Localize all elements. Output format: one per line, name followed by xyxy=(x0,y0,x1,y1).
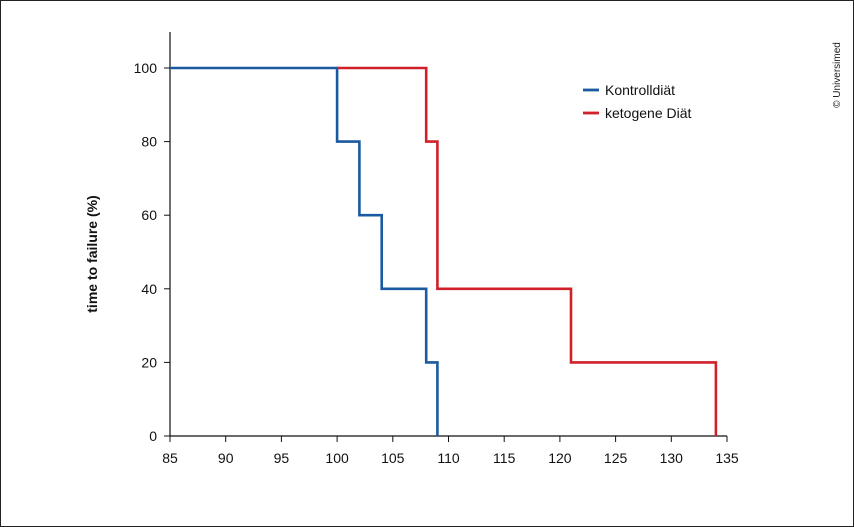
axes: 85 90 95 100 105 110 115 120 125 130 135 0 20 40 60 80 1… xyxy=(134,32,739,466)
y-tick-label: 100 xyxy=(134,60,158,76)
x-tick-label: 135 xyxy=(715,450,739,466)
x-tick-label: 85 xyxy=(162,450,178,466)
x-tick-label: 115 xyxy=(493,450,516,466)
legend-label: Kontrolldiät xyxy=(605,82,675,98)
x-tick-label: 95 xyxy=(274,450,290,466)
x-tick-label: 90 xyxy=(218,450,234,466)
x-tick-label: 105 xyxy=(381,450,405,466)
y-tick-label: 0 xyxy=(149,428,157,444)
series-line-kontrolldiaet xyxy=(170,66,439,436)
x-tick-label: 125 xyxy=(604,450,628,466)
x-tick-label: 110 xyxy=(437,450,460,466)
y-axis-label: time to failure (%) xyxy=(84,195,100,312)
copyright-notice: © Universimed xyxy=(832,42,843,108)
series-layer xyxy=(170,66,718,436)
series-line-ketogene-diaet xyxy=(337,66,718,436)
legend: Kontrolldiät ketogene Diät xyxy=(583,82,692,121)
y-tick-label: 20 xyxy=(141,354,157,370)
x-tick-label: 100 xyxy=(325,450,349,466)
x-tick-label: 130 xyxy=(660,450,684,466)
y-tick-label: 60 xyxy=(141,207,157,223)
y-tick-label: 80 xyxy=(141,134,157,150)
legend-label: ketogene Diät xyxy=(605,105,692,121)
y-tick-label: 40 xyxy=(141,281,157,297)
x-tick-label: 120 xyxy=(548,450,572,466)
